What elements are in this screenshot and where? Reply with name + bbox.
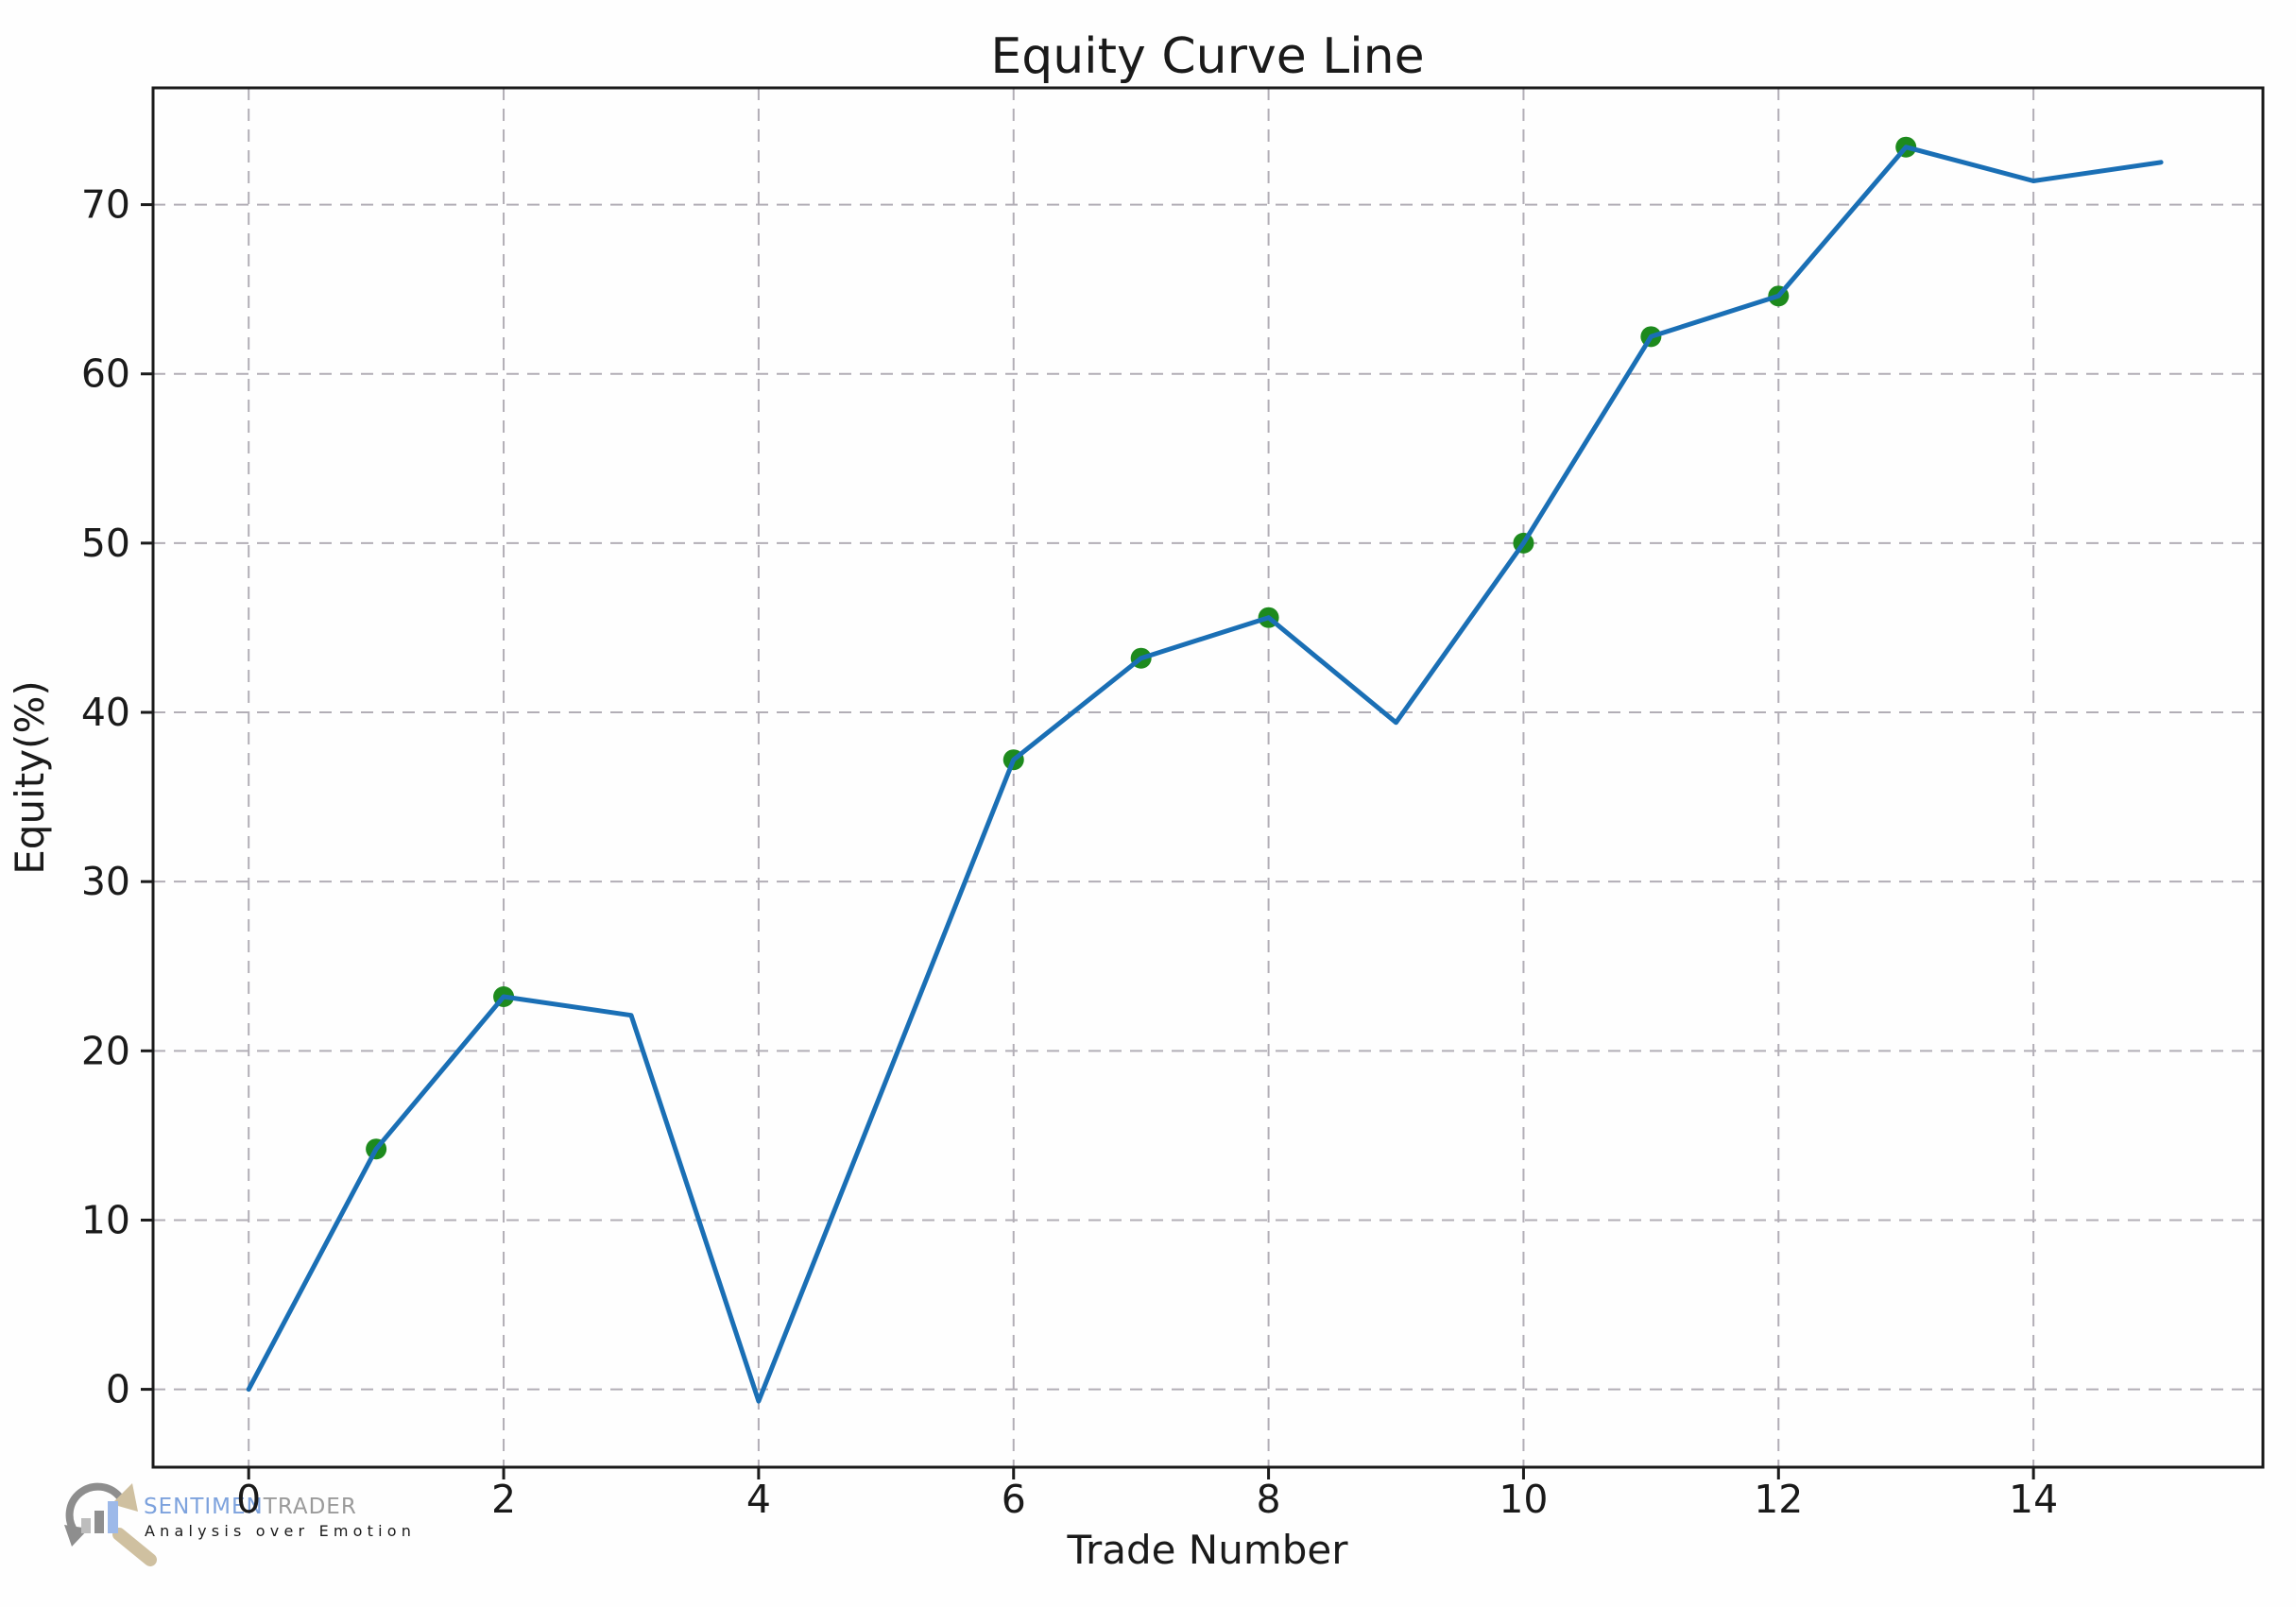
- equity-curve-line: [246, 145, 2164, 1404]
- equity-series: [246, 136, 2164, 1404]
- y-tick-label: 10: [81, 1197, 130, 1242]
- x-tick-label: 14: [2009, 1477, 2058, 1522]
- chart-text-labels: Equity Curve Line Trade Number Equity(%): [7, 28, 1425, 1573]
- brand-primary: SENTIMEN: [144, 1495, 264, 1519]
- y-tick-label: 50: [81, 521, 130, 566]
- logo-circular-arrow: [65, 1482, 124, 1535]
- y-axis-label: Equity(%): [7, 680, 53, 875]
- x-tick-label: 2: [491, 1477, 516, 1522]
- logo-bar-tall: [108, 1501, 118, 1533]
- magnifier-handle: [112, 1528, 157, 1566]
- logo-bar-small: [81, 1518, 91, 1533]
- x-tick-label: 4: [746, 1477, 771, 1522]
- x-tick-label: 0: [236, 1477, 261, 1522]
- sentimentrader-logo-icon: [64, 1482, 157, 1566]
- x-tick-label: 10: [1499, 1477, 1548, 1522]
- y-tick-label: 60: [81, 351, 130, 397]
- axes: 0 2 4 6 8 10 12 14 0 10 20 30 40 50 60 70: [81, 86, 2265, 1522]
- brand-tagline: Analysis over Emotion: [145, 1522, 416, 1540]
- y-tick-label: 0: [106, 1367, 130, 1412]
- brand-secondary: TRADER: [263, 1495, 357, 1519]
- x-tick-label: 6: [1002, 1477, 1026, 1522]
- sentimentrader-watermark: SENTIMENTRADER Analysis over Emotion: [64, 1482, 416, 1566]
- plot-border: [151, 86, 2265, 1469]
- y-tick-label: 70: [81, 182, 130, 228]
- gridlines: [153, 88, 2263, 1467]
- x-tick-label: 12: [1754, 1477, 1803, 1522]
- logo-bar-mid: [94, 1511, 104, 1533]
- x-tick-label: 8: [1257, 1477, 1281, 1522]
- brand-wordmark: SENTIMENTRADER: [144, 1495, 357, 1519]
- chart-title: Equity Curve Line: [990, 28, 1424, 85]
- y-tick-label: 40: [81, 690, 130, 735]
- y-tick-label: 20: [81, 1028, 130, 1073]
- x-axis-label: Trade Number: [1066, 1527, 1348, 1573]
- y-tick-label: 30: [81, 859, 130, 904]
